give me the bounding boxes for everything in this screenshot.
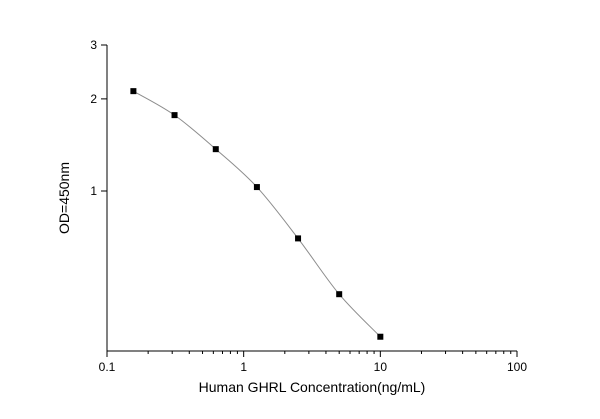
data-point-marker [295,235,302,242]
x-tick-label: 100 [507,360,527,374]
data-point-marker [377,333,384,340]
x-tick-label: 0.1 [99,360,116,374]
x-axis-title: Human GHRL Concentration(ng/mL) [199,379,426,395]
plot-area [106,45,517,352]
data-point-marker [171,112,178,119]
y-tick-label: 1 [90,184,97,198]
x-tick-label: 10 [374,360,388,374]
data-points-layer [130,88,384,340]
y-axis-ticks: 1 2 3 [90,38,107,198]
fit-curve-layer [133,90,381,338]
data-point-marker [212,146,219,153]
x-axis-ticks: 0.1 1 10 100 [99,351,527,374]
y-tick-label: 2 [90,92,97,106]
y-axis-title: OD=450nm [56,162,72,234]
fit-curve [133,90,381,338]
y-tick-label: 3 [90,38,97,52]
data-point-marker [253,184,260,191]
data-point-marker [130,88,137,95]
data-point-marker [336,291,343,298]
x-tick-label: 1 [240,360,247,374]
plot-frame [107,45,517,351]
